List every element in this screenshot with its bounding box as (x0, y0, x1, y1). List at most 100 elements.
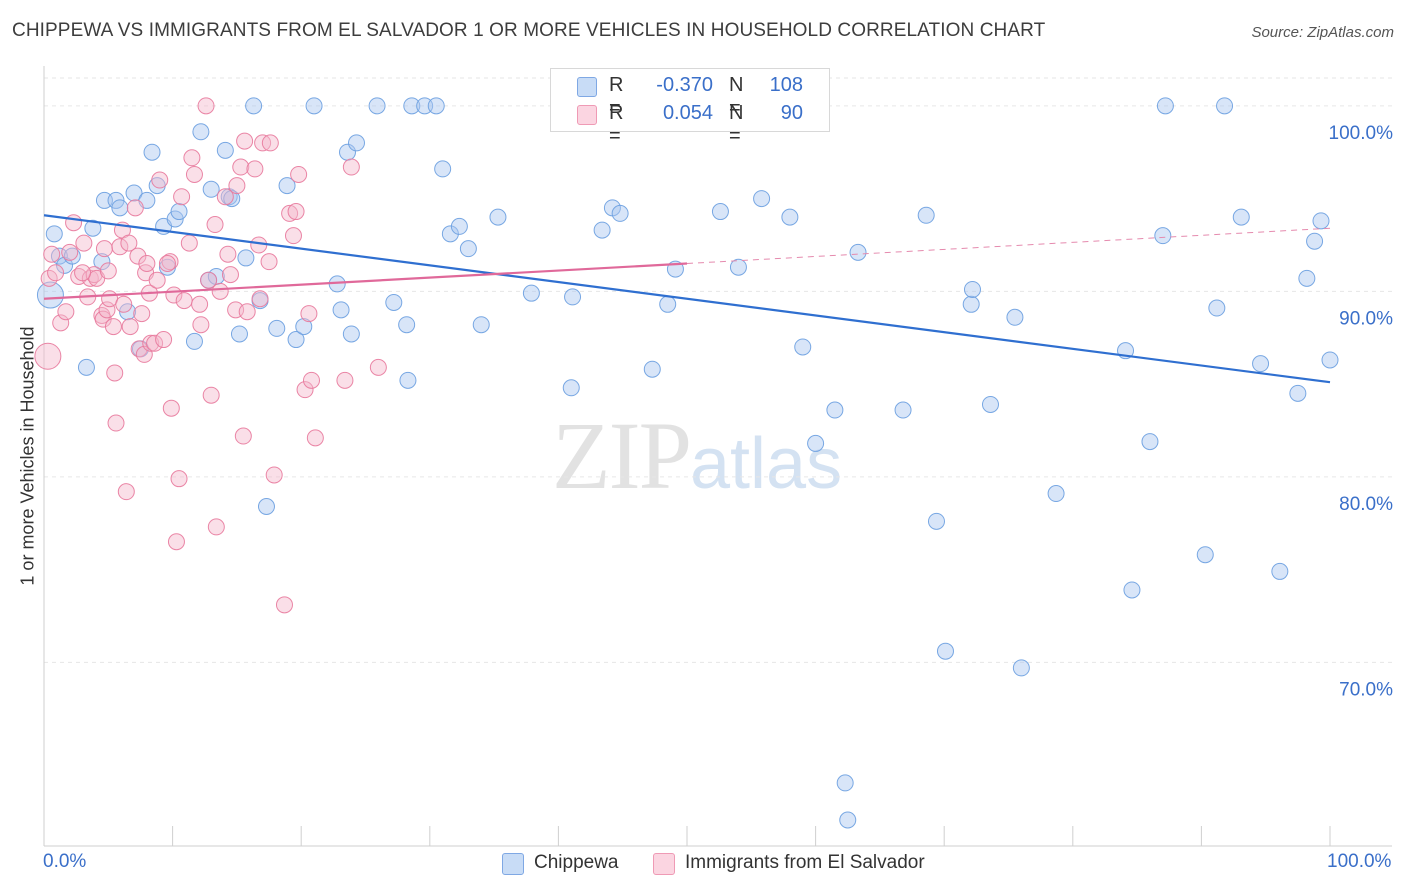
chippewa-point (441, 225, 459, 243)
el-salvador-point (167, 533, 185, 551)
el-salvador-point (238, 303, 256, 321)
chippewa-point (1232, 208, 1250, 226)
chippewa-point (1006, 308, 1024, 326)
el-salvador-point (155, 331, 173, 349)
chippewa-point (257, 498, 275, 516)
chippewa-point (332, 301, 350, 319)
chippewa-point (95, 191, 113, 209)
chippewa-point (77, 358, 95, 376)
chippewa-point (963, 280, 981, 298)
el-salvador-point (158, 255, 176, 272)
chippewa-point (403, 97, 421, 115)
el-salvador-point (117, 483, 135, 501)
chippewa-point (278, 177, 296, 195)
el-salvador-point (369, 358, 387, 376)
legend-swatch-el-salvador (577, 105, 597, 125)
chippewa-point (781, 208, 799, 226)
el-salvador-point (111, 238, 129, 256)
chippewa-point (1012, 659, 1030, 677)
chippewa-point (962, 295, 980, 313)
el-salvador-point (74, 264, 92, 282)
chippewa-point (711, 203, 729, 221)
chippewa-point (237, 249, 255, 267)
chippewa-point (936, 642, 954, 660)
chippewa-point (849, 243, 867, 261)
el-salvador-point (120, 234, 138, 252)
legend-swatch-chippewa (577, 77, 597, 97)
legend-n-label: N = (729, 74, 744, 119)
legend: R = -0.370 N = 108 R = 0.054 N = 90 (550, 68, 830, 147)
legend-r-label: R = (609, 74, 624, 119)
chippewa-point (753, 190, 771, 208)
el-salvador-point (104, 318, 122, 336)
chippewa-point (287, 331, 305, 349)
chippewa-point (1312, 212, 1330, 230)
el-salvador-point (200, 271, 218, 289)
chippewa-point (1196, 546, 1214, 564)
el-salvador-point (75, 234, 93, 252)
legend-n-value: 108 (769, 74, 803, 96)
el-salvador-point (261, 134, 279, 152)
el-salvador-point (260, 253, 278, 271)
chippewa-point (230, 325, 248, 343)
legend-r-value: -0.370 (656, 74, 713, 96)
el-salvador-point (57, 303, 75, 321)
chippewa-trend-line (43, 214, 1331, 384)
chippewa-point (826, 401, 844, 419)
el-salvador-point (284, 227, 302, 245)
chippewa-point (564, 288, 582, 306)
el-salvador-point (296, 381, 314, 399)
watermark: ZIPatlas (552, 400, 842, 511)
chippewa-point (522, 284, 540, 302)
y-axis-label: 1 or more Vehicles in Household (17, 326, 38, 586)
x-tick-label-min: 0.0% (43, 851, 87, 872)
chippewa-point (111, 199, 129, 217)
el-salvador-point (207, 518, 225, 536)
chippewa-point (450, 217, 468, 235)
chippewa-point (185, 332, 203, 350)
legend-n-label: N = (729, 102, 744, 147)
chippewa-point (399, 371, 417, 389)
bottom-legend-swatch (653, 853, 675, 875)
el-salvador-point (192, 316, 210, 334)
y-tick-label: 80.0% (1339, 494, 1393, 515)
chart-title: CHIPPEWA VS IMMIGRANTS FROM EL SALVADOR … (12, 20, 1046, 41)
el-salvador-point (234, 427, 252, 445)
el-salvador-point (173, 188, 191, 206)
el-salvador-point (336, 371, 354, 389)
el-salvador-point (61, 243, 79, 261)
y-tick-labels: 70.0% 80.0% 90.0% 100.0% (1329, 123, 1394, 701)
chippewa-point (192, 123, 210, 141)
el-salvador-point (99, 262, 117, 280)
chippewa-point (202, 180, 220, 198)
el-salvador-point (121, 318, 139, 336)
el-salvador-point (281, 204, 299, 222)
el-salvador-point (228, 177, 246, 195)
chippewa-point (1154, 227, 1172, 245)
chippewa-point (917, 206, 935, 224)
chippewa-point (295, 318, 313, 336)
y-tick-label: 100.0% (1329, 123, 1394, 144)
chippewa-point (1321, 351, 1339, 369)
chippewa-point (659, 295, 677, 313)
el-salvador-point (236, 132, 254, 150)
el-salvador-point (151, 171, 169, 189)
watermark-atlas: atlas (690, 424, 843, 504)
chippewa-point (45, 225, 63, 243)
el-salvador-point (107, 414, 125, 432)
el-salvador-point (306, 429, 324, 447)
y-tick-label: 70.0% (1339, 679, 1393, 700)
el-salvador-trend-line (43, 262, 688, 300)
el-salvador-point (95, 240, 113, 258)
chippewa-point (170, 203, 188, 221)
chippewa-point (427, 97, 445, 115)
chippewa-point (927, 512, 945, 530)
chippewa-point (385, 293, 403, 311)
el-salvador-point (211, 282, 229, 300)
el-salvador-point (183, 149, 201, 167)
chippewa-point (84, 219, 102, 237)
el-salvador-point (148, 271, 166, 289)
chippewa-point (305, 97, 323, 115)
bottom-legend-label: Immigrants from El Salvador (685, 852, 925, 873)
